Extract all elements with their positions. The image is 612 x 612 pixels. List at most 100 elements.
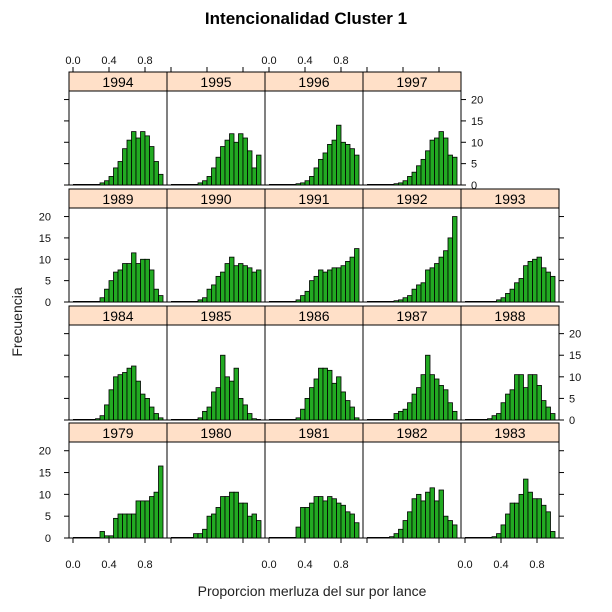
bar-1988-6 (491, 415, 497, 421)
bar-1979-19 (158, 465, 164, 539)
y-tick-label-right-r0-0: 0 (471, 180, 477, 192)
bar-1991-15 (336, 267, 342, 303)
y-tick-label-left-r1-4: 20 (39, 212, 51, 224)
bar-1993-11 (514, 282, 520, 303)
bar-1986-11 (318, 367, 324, 421)
bar-1987-8 (402, 408, 408, 421)
bar-1981-19 (354, 522, 360, 539)
bar-1992-13 (425, 269, 431, 303)
bar-1979-15 (140, 500, 146, 539)
bar-1980-14 (233, 491, 239, 539)
bar-1979-8 (108, 535, 114, 539)
bar-1988-18 (545, 406, 551, 421)
bar-1995-12 (224, 139, 230, 186)
bar-1988-5 (487, 418, 493, 421)
bar-1986-15 (336, 376, 342, 421)
bar-1991-8 (304, 290, 310, 303)
bar-1981-8 (304, 507, 310, 539)
bar-1992-6 (393, 300, 399, 303)
bar-1987-9 (407, 402, 413, 421)
bar-1982-18 (447, 520, 453, 539)
bar-1986-16 (340, 391, 346, 421)
bar-1980-11 (220, 496, 226, 539)
bar-1994-9 (113, 167, 119, 186)
bar-1988-16 (536, 385, 542, 421)
bar-1981-7 (300, 507, 306, 539)
y-tick-label-left-r1-2: 10 (39, 254, 51, 266)
bar-1979-9 (113, 517, 119, 539)
bar-1997-10 (411, 171, 417, 186)
bar-1987-6 (393, 413, 399, 421)
bar-1984-10 (117, 374, 123, 421)
bar-1980-6 (197, 533, 203, 539)
y-tick-label-right-r0-3: 15 (471, 116, 483, 128)
x-tick-label-bottom-1981-2: 0.8 (333, 559, 348, 571)
bar-1980-8 (206, 515, 212, 539)
bar-1996-7 (300, 182, 306, 186)
panel-1996: 1996 (264, 71, 364, 186)
bar-1997-11 (416, 165, 422, 186)
bar-1987-10 (411, 393, 417, 421)
bar-1980-12 (224, 496, 230, 539)
bar-1990-14 (233, 265, 239, 303)
bar-1983-14 (527, 491, 533, 539)
bar-1992-11 (416, 284, 422, 303)
bar-1996-15 (336, 124, 342, 186)
bar-1981-11 (318, 496, 324, 539)
bar-1992-14 (429, 267, 435, 303)
bar-1986-9 (309, 387, 315, 421)
bar-1990-7 (202, 297, 208, 303)
bar-1980-19 (256, 520, 262, 539)
y-axis-label: Frecuencia (9, 287, 25, 356)
bar-1982-8 (402, 520, 408, 539)
bar-1982-5 (389, 536, 395, 539)
bar-1984-18 (153, 413, 159, 421)
bar-1983-8 (500, 524, 506, 539)
x-tick-label-bottom-1983-0: 0.0 (457, 559, 472, 571)
bar-1982-9 (407, 511, 413, 539)
bar-1988-11 (514, 374, 520, 421)
bar-1994-12 (126, 139, 132, 186)
bar-1985-10 (215, 387, 221, 421)
bar-1983-11 (514, 502, 520, 539)
bar-1980-9 (211, 513, 217, 539)
bar-1989-17 (149, 269, 155, 303)
bar-1993-18 (545, 271, 551, 303)
bar-1984-13 (131, 365, 137, 421)
bar-1994-8 (108, 176, 114, 186)
x-tick-label-top-1994-1: 0.4 (101, 55, 116, 67)
bar-1987-12 (420, 374, 426, 421)
bar-1979-16 (144, 500, 150, 539)
bar-1985-7 (202, 410, 208, 421)
bar-1985-14 (233, 367, 239, 421)
y-tick-label-right-r2-2: 10 (569, 372, 581, 384)
bar-1993-10 (509, 288, 515, 303)
bar-1985-9 (211, 391, 217, 421)
bar-1988-10 (509, 389, 515, 421)
bar-1996-6 (295, 183, 301, 186)
bar-1991-17 (345, 261, 351, 303)
bar-1987-7 (398, 410, 404, 421)
x-tick-label-bottom-1979-1: 0.4 (101, 559, 116, 571)
bar-1994-17 (149, 146, 155, 186)
bar-1990-6 (197, 299, 203, 303)
bar-1986-6 (295, 417, 301, 421)
bar-1997-18 (447, 154, 453, 186)
bar-1995-8 (206, 176, 212, 186)
x-tick-label-top-1996-0: 0.0 (261, 55, 276, 67)
bar-1983-9 (505, 513, 511, 539)
panel-1979: 1979 (68, 422, 168, 539)
x-tick-label-bottom-1981-1: 0.4 (297, 559, 312, 571)
bar-1997-15 (434, 137, 440, 186)
bar-1980-10 (215, 507, 221, 539)
y-tick-label-right-r0-2: 10 (471, 137, 483, 149)
bar-1981-13 (327, 496, 333, 539)
bar-1997-13 (425, 150, 431, 186)
bar-1989-10 (117, 269, 123, 303)
bar-1982-12 (420, 500, 426, 539)
bar-1984-9 (113, 376, 119, 421)
bar-1982-19 (452, 524, 458, 539)
strip-label-1991: 1991 (298, 191, 329, 207)
bar-1996-13 (327, 144, 333, 186)
strip-label-1990: 1990 (200, 191, 231, 207)
